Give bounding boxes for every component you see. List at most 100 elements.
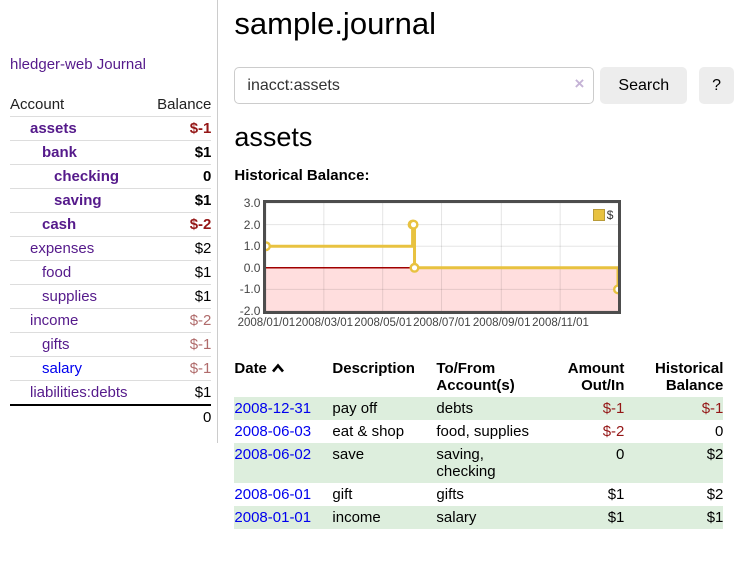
account-balance: $1 (147, 284, 212, 309)
search-input[interactable] (234, 67, 595, 104)
account-balance: $-1 (147, 332, 212, 357)
accounts-cell: food, supplies (436, 423, 529, 440)
legend-label: $ (606, 208, 614, 222)
register-header-description: Description (332, 360, 415, 377)
amount-cell: 0 (616, 446, 625, 463)
account-row: liabilities:debts $1 (10, 380, 212, 405)
register-row: 2008-06-01 gift gifts $1 $2 (234, 483, 723, 506)
chart-legend: $ (592, 208, 614, 222)
account-link[interactable]: salary (42, 360, 83, 377)
balance-cell: $1 (706, 509, 724, 526)
account-link[interactable]: income (30, 312, 79, 329)
account-link[interactable]: gifts (42, 336, 70, 353)
sidebar: hledger-web Journal Account Balance asse… (0, 0, 219, 443)
register-header-amount: Amount Out/In (567, 360, 625, 394)
account-row: bank $1 (10, 140, 212, 165)
account-balance: $-2 (147, 212, 212, 237)
x-axis-tick-label: 2008/09/01 (472, 317, 531, 329)
y-axis-tick-label: 1.0 (243, 239, 261, 254)
account-link[interactable]: checking (54, 168, 120, 185)
register-row: 2008-06-03 eat & shop food, supplies $-2 0 (234, 420, 723, 443)
account-row: assets $-1 (10, 116, 212, 141)
y-axis-tick-label: -1.0 (239, 282, 261, 297)
accounts-total-row: 0 (10, 404, 212, 429)
search-button[interactable]: Search (600, 67, 688, 104)
account-link[interactable]: cash (42, 216, 77, 233)
account-balance: $-1 (147, 116, 212, 141)
search-box: × (234, 67, 595, 104)
accounts-header-account: Account (10, 96, 65, 113)
register-date-link[interactable]: 2008-06-01 (234, 486, 312, 503)
y-axis-tick-label: 2.0 (243, 217, 261, 232)
page: hledger-web Journal Account Balance asse… (0, 0, 734, 529)
sidebar-item-journal[interactable]: Journal (96, 56, 146, 73)
accounts-total-balance: 0 (147, 404, 212, 429)
register-row: 2008-01-01 income salary $1 $1 (234, 506, 724, 529)
account-balance: 0 (147, 164, 212, 189)
register-date-link[interactable]: 2008-06-02 (234, 446, 312, 463)
accounts-cell: salary (436, 509, 477, 526)
accounts-cell: gifts (436, 486, 464, 503)
account-row: checking 0 (10, 164, 212, 189)
sort-ascending-icon (271, 363, 284, 373)
balance-cell: $-1 (701, 400, 724, 417)
account-link[interactable]: bank (42, 144, 78, 161)
accounts-cell: saving, checking (436, 446, 496, 480)
x-axis-tick-label: 2008/07/01 (413, 317, 471, 329)
account-link[interactable]: food (42, 264, 72, 281)
app-title-link[interactable]: hledger-web (10, 56, 93, 73)
account-link[interactable]: saving (54, 192, 102, 209)
register-table: Date Description To/From Account(s) Amou… (234, 358, 724, 529)
account-row: salary $-1 (10, 356, 212, 381)
account-balance: $1 (147, 188, 212, 213)
chart-plot-area: $ (263, 200, 622, 314)
account-balance: $-2 (147, 308, 212, 333)
amount-cell: $-1 (602, 400, 625, 417)
accounts-table: Account Balance assets $-1 bank $1 checking 0… (10, 93, 212, 429)
account-link[interactable]: assets (30, 120, 77, 137)
y-axis-tick-label: -2.0 (239, 304, 261, 318)
account-row: food $1 (10, 260, 212, 285)
legend-swatch-icon (592, 209, 605, 221)
historical-balance-chart: $ 3.0 2.0 1.0 0.0 -1.0 -2.0 2008/01/01 2008/03/… (234, 196, 734, 338)
register-header-date[interactable]: Date (234, 358, 332, 397)
register-date-link[interactable]: 2008-06-03 (234, 423, 312, 440)
search-bar: × Search ? (234, 67, 734, 104)
chart-title: Historical Balance: (234, 167, 370, 184)
account-balance: $1 (147, 260, 212, 285)
help-button[interactable]: ? (699, 67, 734, 104)
balance-cell: 0 (715, 423, 724, 440)
account-row: supplies $1 (10, 284, 212, 309)
accounts-header-row: Account Balance (10, 93, 211, 117)
x-axis-tick-label: 2008/03/01 (295, 317, 354, 329)
register-header-accounts: To/From Account(s) (436, 360, 515, 394)
accounts-total-spacer (10, 404, 148, 429)
account-link[interactable]: liabilities:debts (30, 384, 128, 401)
account-row: saving $1 (10, 188, 212, 213)
register-date-link[interactable]: 2008-12-31 (234, 400, 312, 417)
account-row: cash $-2 (10, 212, 212, 237)
register-header-balance: Historical Balance (655, 360, 724, 394)
register-date-link[interactable]: 2008-01-01 (234, 509, 312, 526)
clear-search-icon[interactable]: × (574, 74, 585, 93)
description-cell: income (332, 509, 381, 526)
amount-cell: $1 (607, 486, 625, 503)
amount-cell: $1 (607, 509, 625, 526)
account-row: income $-2 (10, 308, 212, 333)
description-cell: save (332, 446, 365, 463)
account-balance: $1 (147, 140, 212, 165)
y-axis-tick-label: 3.0 (243, 196, 261, 210)
account-link[interactable]: expenses (30, 240, 95, 257)
amount-cell: $-2 (602, 423, 625, 440)
register-row: 2008-06-02 save saving, checking 0 $2 (234, 443, 724, 483)
x-axis-tick-label: 2008/01/01 (237, 317, 296, 329)
account-row: expenses $2 (10, 236, 212, 261)
description-cell: eat & shop (332, 423, 405, 440)
description-cell: gift (332, 486, 353, 503)
page-title: sample.journal (234, 6, 436, 41)
y-axis-tick-label: 0.0 (243, 260, 261, 275)
balance-cell: $2 (706, 486, 724, 503)
account-heading: assets (234, 122, 313, 152)
account-balance: $-1 (147, 356, 212, 381)
account-link[interactable]: supplies (42, 288, 98, 305)
